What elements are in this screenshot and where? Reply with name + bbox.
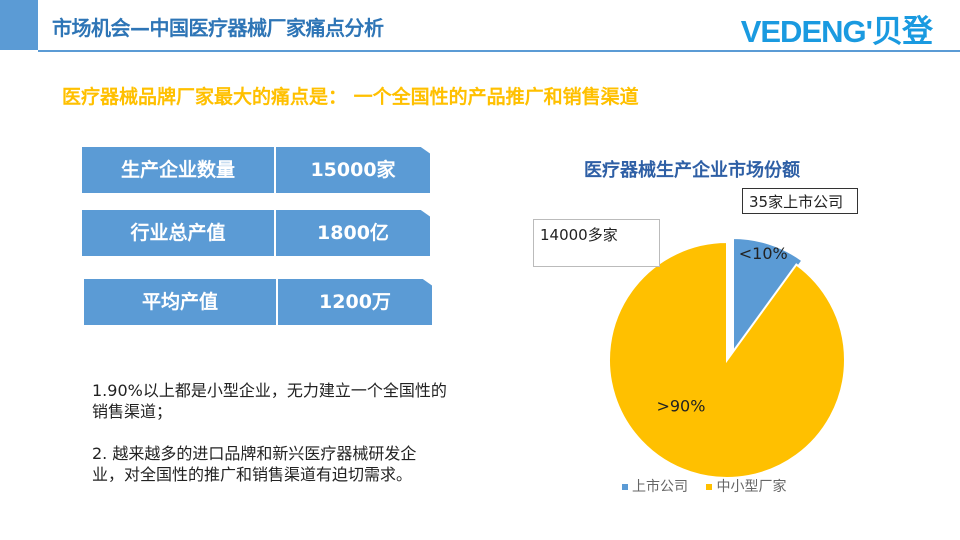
stat-value: 1800亿 (276, 210, 430, 256)
note-item: 2. 越来越多的进口品牌和新兴医疗器械研发企业，对全国性的推广和销售渠道有迫切需… (92, 444, 417, 484)
stat-row-average: 平均产值 1200万 (84, 279, 432, 325)
header-divider (38, 50, 960, 52)
stat-label: 平均产值 (84, 279, 276, 325)
stat-label: 行业总产值 (82, 210, 274, 256)
headline: 医疗器械品牌厂家最大的痛点是： 一个全国性的产品推广和销售渠道 (62, 86, 639, 108)
pie-slice-label: <10% (739, 244, 788, 263)
legend-item: 中小型厂家 (706, 479, 786, 495)
stat-row-companies: 生产企业数量 15000家 (82, 147, 430, 193)
chart-title: 医疗器械生产企业市场份额 (584, 160, 800, 181)
note-item: 1.90%以上都是小型企业，无力建立一个全国性的销售渠道； (92, 381, 447, 421)
legend-label: 上市公司 (632, 479, 688, 495)
legend-label: 中小型厂家 (716, 479, 787, 495)
brand-logo: VEDENG'贝登 (740, 14, 933, 49)
legend-swatch (706, 484, 713, 490)
pie-slice-label: >90% (656, 397, 705, 416)
header-accent-bar (0, 0, 38, 50)
callout-sme-count: 14000多家 (533, 219, 660, 267)
stat-value: 15000家 (276, 147, 430, 193)
stat-row-output: 行业总产值 1800亿 (82, 210, 430, 256)
page-title: 市场机会—中国医疗器械厂家痛点分析 (52, 16, 384, 40)
stat-label: 生产企业数量 (82, 147, 274, 193)
legend-item: 上市公司 (622, 479, 688, 495)
callout-listed-companies: 35家上市公司 (742, 188, 858, 214)
legend-swatch (622, 484, 628, 490)
stat-value: 1200万 (278, 279, 432, 325)
chart-legend: 上市公司 中小型厂家 (622, 476, 800, 496)
pie-slice-1 (608, 240, 846, 479)
notes-text: 1.90%以上都是小型企业，无力建立一个全国性的销售渠道； 2. 越来越多的进口… (92, 380, 447, 506)
